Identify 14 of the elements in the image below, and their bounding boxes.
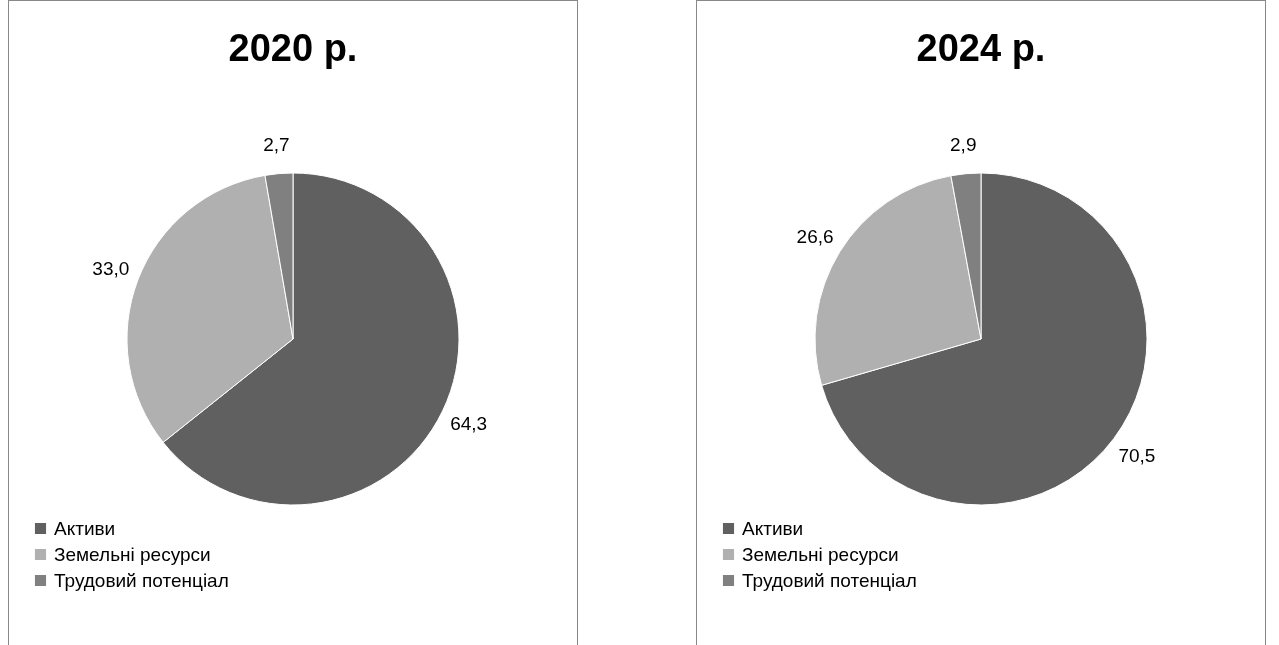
- data-label: 26,6: [796, 225, 834, 247]
- data-label: 2,7: [263, 133, 290, 155]
- chart-title: 2024 р.: [916, 27, 1046, 69]
- legend-label: Земельні ресурси: [742, 543, 899, 565]
- chart-title: 2020 р.: [228, 27, 358, 69]
- data-label: 2,9: [950, 133, 977, 155]
- legend-label: Трудовий потенціал: [742, 569, 917, 591]
- data-label: 70,5: [1118, 445, 1156, 467]
- data-label: 64,3: [450, 412, 488, 434]
- legend-label: Активи: [742, 517, 804, 539]
- legend-label: Активи: [54, 517, 116, 539]
- legend-label: Земельні ресурси: [54, 543, 211, 565]
- data-label: 33,0: [92, 258, 130, 280]
- legend-label: Трудовий потенціал: [54, 569, 229, 591]
